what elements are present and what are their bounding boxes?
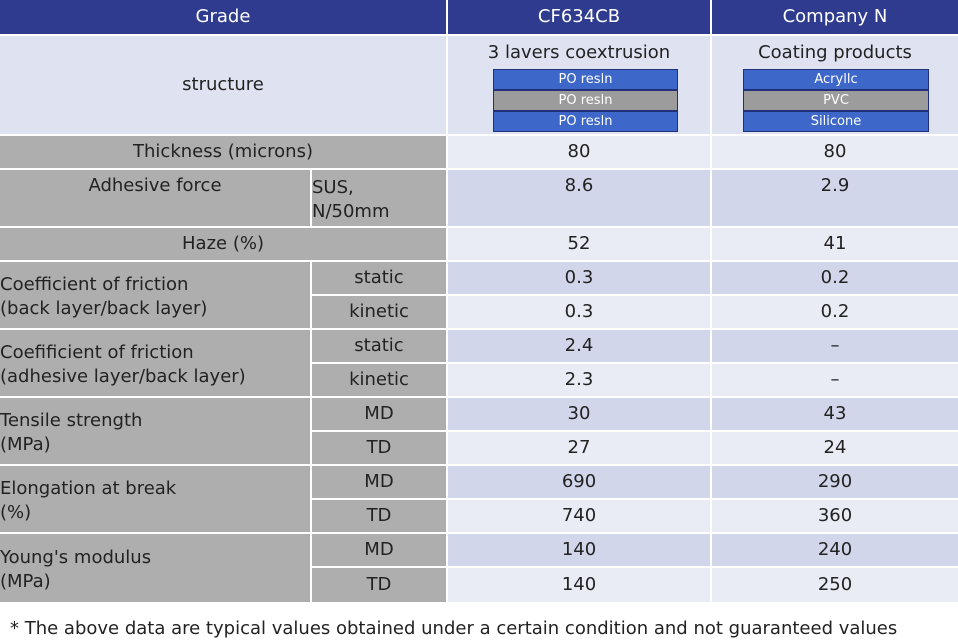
cof-adh-label-line1: Coefificient of friction <box>0 342 194 363</box>
cof-adh-kinetic-label: kinetic <box>312 364 446 396</box>
cof-back-label-line2: (back layer/back layer) <box>0 298 208 319</box>
header-cf634cb: CF634CB <box>448 0 710 34</box>
adhesive-label: Adhesive force <box>0 170 310 226</box>
haze-v1: 52 <box>448 228 710 260</box>
young-label-line2: (MPa) <box>0 571 51 592</box>
thickness-v2: 80 <box>712 136 958 168</box>
cof-adh-label-line2: (adhesive layer/back layer) <box>0 366 246 387</box>
adhesive-unit-line1: SUS, <box>312 177 354 198</box>
cof-back-label: Coefficient of friction (back layer/back… <box>0 262 310 328</box>
cof-adh-static-v2: – <box>712 330 958 362</box>
adhesive-unit: SUS, N/50mm <box>312 170 446 226</box>
cof-back-static-v1: 0.3 <box>448 262 710 294</box>
elong-td-v2: 360 <box>712 500 958 532</box>
layer-silicone: Silicone <box>743 111 929 132</box>
haze-label: Haze (%) <box>0 228 446 260</box>
footnote: * The above data are typical values obta… <box>10 618 898 639</box>
layer-pvc: PVC <box>743 90 929 111</box>
tensile-td-v1: 27 <box>448 432 710 464</box>
cof-back-static-v2: 0.2 <box>712 262 958 294</box>
cof-adh-static-label: static <box>312 330 446 362</box>
cof-back-kinetic-label: kinetic <box>312 296 446 328</box>
young-label: Young's modulus (MPa) <box>0 534 310 602</box>
tensile-td-v2: 24 <box>712 432 958 464</box>
elong-md-label: MD <box>312 466 446 498</box>
structure-label: structure <box>0 36 446 134</box>
young-td-v1: 140 <box>448 568 710 602</box>
cof-back-kinetic-v1: 0.3 <box>448 296 710 328</box>
elong-label: Elongation at break (%) <box>0 466 310 532</box>
tensile-md-v2: 43 <box>712 398 958 430</box>
elong-label-line2: (%) <box>0 502 32 523</box>
young-td-label: TD <box>312 568 446 602</box>
elong-md-v2: 290 <box>712 466 958 498</box>
layer-po-resin-top: PO resln <box>493 69 678 90</box>
adhesive-v1: 8.6 <box>448 170 710 226</box>
layer-acrylic: Acryllc <box>743 69 929 90</box>
young-td-v2: 250 <box>712 568 958 602</box>
elong-td-label: TD <box>312 500 446 532</box>
young-label-line1: Young's modulus <box>0 547 152 568</box>
young-md-v2: 240 <box>712 534 958 566</box>
header-company-n: Company N <box>712 0 958 34</box>
tensile-label-line2: (MPa) <box>0 434 51 455</box>
tensile-label-line1: Tensile strength <box>0 410 143 431</box>
cof-adh-label: Coefificient of friction (adhesive layer… <box>0 330 310 396</box>
adhesive-v2: 2.9 <box>712 170 958 226</box>
layer-po-resin-bottom: PO resln <box>493 111 678 132</box>
thickness-label: Thickness (microns) <box>0 136 446 168</box>
tensile-td-label: TD <box>312 432 446 464</box>
tensile-md-label: MD <box>312 398 446 430</box>
header-grade: Grade <box>0 0 446 34</box>
structure-col2-title: Coating products <box>758 42 912 63</box>
cof-adh-kinetic-v2: – <box>712 364 958 396</box>
elong-md-v1: 690 <box>448 466 710 498</box>
haze-v2: 41 <box>712 228 958 260</box>
young-md-label: MD <box>312 534 446 566</box>
cof-adh-kinetic-v1: 2.3 <box>448 364 710 396</box>
thickness-v1: 80 <box>448 136 710 168</box>
tensile-md-v1: 30 <box>448 398 710 430</box>
cof-back-kinetic-v2: 0.2 <box>712 296 958 328</box>
elong-td-v1: 740 <box>448 500 710 532</box>
cof-back-label-line1: Coefficient of friction <box>0 274 189 295</box>
cof-adh-static-v1: 2.4 <box>448 330 710 362</box>
structure-col1-title: 3 lavers coextrusion <box>487 42 671 63</box>
elong-label-line1: Elongation at break <box>0 478 177 499</box>
adhesive-unit-line2: N/50mm <box>312 201 390 222</box>
cof-back-static-label: static <box>312 262 446 294</box>
young-md-v1: 140 <box>448 534 710 566</box>
tensile-label: Tensile strength (MPa) <box>0 398 310 464</box>
layer-po-resin-middle: PO resln <box>493 90 678 111</box>
